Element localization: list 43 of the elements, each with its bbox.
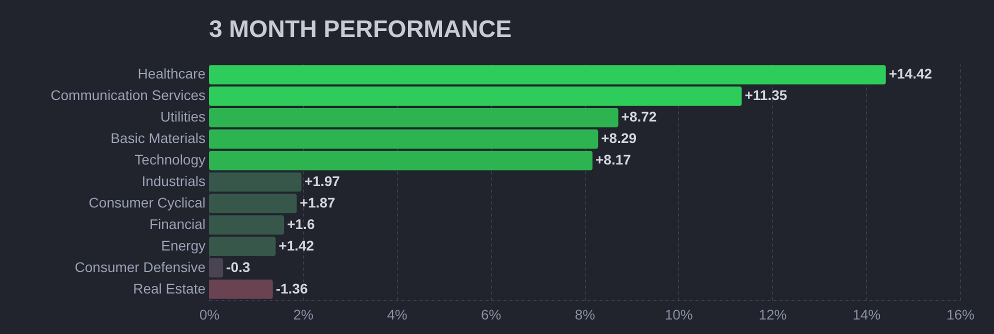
- bar: [209, 150, 592, 170]
- data-label: -0.3: [226, 258, 250, 275]
- bar: [209, 258, 224, 278]
- x-tick-label: 10%: [664, 306, 693, 322]
- data-label: +11.35: [744, 87, 788, 104]
- x-tick-label: 14%: [852, 306, 881, 322]
- y-tick-label: Utilities: [160, 108, 206, 125]
- bar: [209, 86, 742, 106]
- data-label: -1.36: [276, 280, 308, 296]
- y-tick-label: Basic Materials: [110, 130, 206, 146]
- x-tick-label: 2%: [293, 306, 314, 322]
- data-label: +8.72: [621, 108, 657, 125]
- bar: [209, 194, 297, 214]
- bar: [209, 129, 598, 149]
- bar: [209, 108, 618, 128]
- y-tick-label: Financial: [149, 216, 206, 232]
- y-tick-label: Communication Services: [50, 87, 206, 104]
- data-label: +8.29: [601, 130, 637, 146]
- x-tick-label: 0%: [199, 306, 220, 322]
- y-tick-label: Consumer Defensive: [74, 258, 206, 275]
- y-tick-label: Real Estate: [133, 280, 206, 296]
- x-tick-label: 4%: [387, 306, 408, 322]
- data-label: +1.87: [300, 194, 336, 210]
- bar: [209, 215, 284, 235]
- bar: [209, 65, 886, 84]
- y-tick-label: Consumer Cyclical: [88, 194, 206, 210]
- bar: [209, 172, 302, 192]
- y-tick-label: Energy: [161, 237, 206, 254]
- data-label: +14.42: [888, 66, 932, 82]
- data-label: +1.97: [304, 173, 340, 189]
- data-label: +1.42: [278, 237, 314, 254]
- y-tick-label: Industrials: [142, 173, 206, 189]
- x-tick-label: 6%: [481, 306, 502, 322]
- x-tick-label: 16%: [946, 306, 975, 322]
- chart-title: 3 MONTH PERFORMANCE: [209, 16, 512, 43]
- bar: [209, 236, 276, 256]
- bar: [209, 280, 273, 299]
- data-label: +8.17: [595, 152, 632, 168]
- data-label: +1.6: [287, 216, 315, 232]
- x-tick-label: 8%: [574, 306, 596, 322]
- x-tick-label: 12%: [758, 306, 787, 322]
- y-tick-label: Healthcare: [138, 66, 206, 82]
- y-tick-label: Technology: [134, 152, 206, 168]
